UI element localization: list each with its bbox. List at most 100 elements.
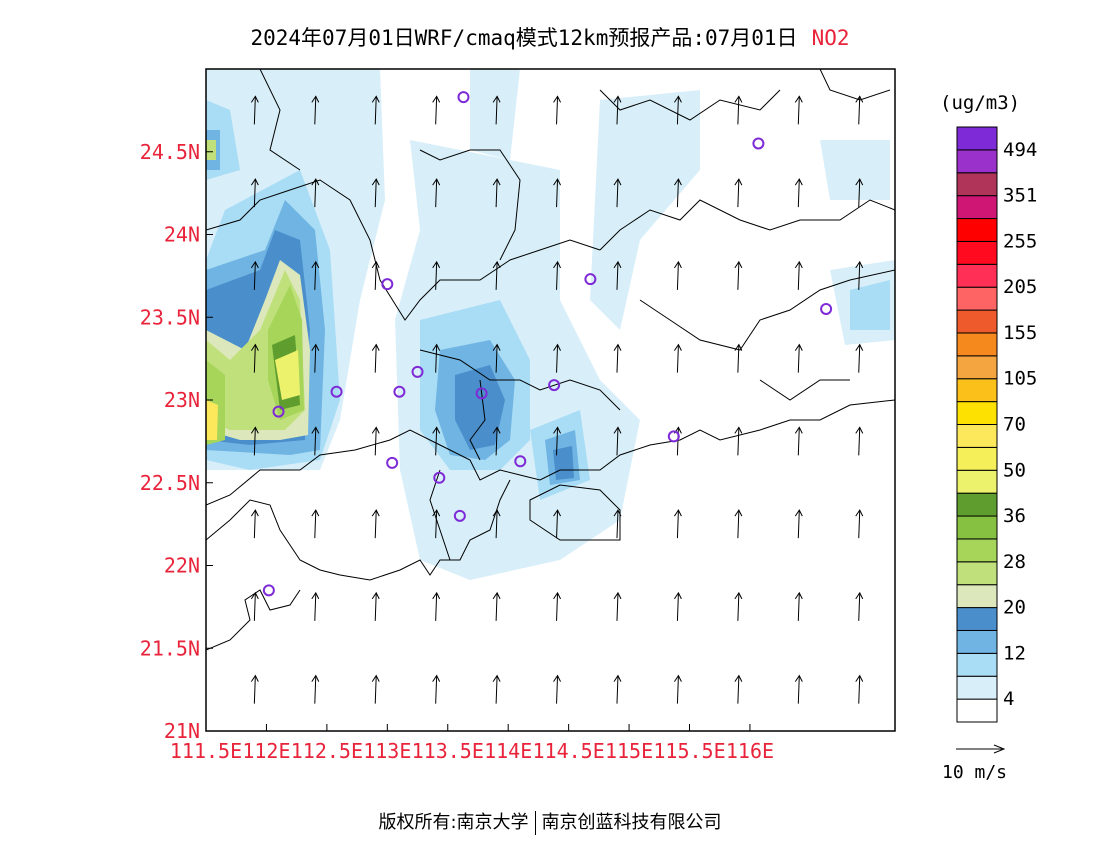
wind-arrow-icon — [613, 509, 622, 539]
station-marker — [584, 273, 597, 286]
wind-arrow-icon — [613, 674, 622, 704]
station-marker — [386, 456, 399, 469]
wind-arrow-icon — [794, 260, 803, 290]
wind-arrow-icon — [553, 509, 561, 539]
station-marker — [548, 379, 561, 392]
wind-arrow-icon — [432, 343, 441, 373]
wind-arrow-icon — [674, 260, 682, 290]
wind-arrow-icon — [613, 260, 622, 290]
station-marker — [457, 91, 470, 104]
wind-arrow-icon — [492, 343, 501, 373]
wind-arrow-icon — [794, 426, 803, 456]
wind-arrow-icon — [250, 509, 259, 539]
wind-arrow-icon — [855, 509, 864, 539]
wind-arrow-icon — [855, 178, 864, 208]
wind-arrow-icon — [250, 178, 259, 208]
reference-vector-label: 10 m/s — [942, 762, 1008, 783]
lat-tick-label: 22N — [164, 554, 200, 578]
wind-arrow-icon — [311, 178, 320, 208]
lat-tick-label: 24N — [164, 223, 200, 247]
wind-arrow-icon — [674, 343, 682, 373]
wind-arrow-icon — [432, 95, 441, 125]
lat-tick-label: 23.5N — [140, 305, 200, 329]
wind-arrow-icon — [432, 674, 441, 704]
wind-arrow-icon — [553, 343, 561, 373]
station-marker — [262, 584, 275, 597]
wind-arrow-icon — [432, 178, 441, 208]
wind-arrow-icon — [250, 260, 259, 290]
wind-arrow-icon — [250, 674, 259, 704]
wind-arrow-icon — [432, 509, 441, 539]
lon-tick-label: 111.5E — [170, 739, 242, 763]
wind-arrow-icon — [492, 95, 501, 125]
wind-arrow-icon — [311, 260, 320, 290]
wind-arrow-icon — [250, 95, 259, 125]
wind-arrow-icon — [492, 509, 501, 539]
lon-tick-label: 115.5E — [653, 739, 725, 763]
wind-arrow-icon — [855, 343, 864, 373]
station-marker — [453, 509, 466, 522]
map-title: 2024年07月01日WRF/cmaq模式12km预报产品:07月01日 NO2 — [0, 22, 1100, 52]
wind-arrow-icon — [855, 95, 864, 125]
lat-tick-label: 23N — [164, 388, 200, 412]
lat-tick-label: 21N — [164, 719, 200, 743]
wind-arrow-icon — [855, 591, 864, 621]
pollutant-label: NO2 — [811, 26, 850, 50]
lon-tick-label: 112E — [242, 739, 290, 763]
wind-arrow-icon — [492, 426, 501, 456]
wind-arrow-icon — [371, 178, 380, 208]
copyright-right: 南京创蓝科技有限公司 — [541, 812, 722, 833]
wind-arrow-icon — [674, 674, 682, 704]
station-marker — [393, 385, 406, 398]
wind-arrow-icon — [613, 343, 622, 373]
wind-arrow-icon — [734, 260, 743, 290]
wind-arrow-icon — [371, 674, 380, 704]
wind-arrow-icon — [674, 591, 682, 621]
lon-tick-label: 114E — [484, 739, 532, 763]
coastline-and-borders — [206, 69, 895, 651]
station-marker — [667, 430, 680, 443]
wind-arrow-icon — [553, 260, 561, 290]
wind-arrow-icon — [794, 591, 803, 621]
wind-arrow-icon — [613, 426, 622, 456]
station-marker — [411, 365, 424, 378]
wind-arrow-icon — [794, 95, 803, 125]
station-marker — [272, 405, 285, 418]
wind-arrow-icon — [371, 591, 380, 621]
wind-arrow-icon — [250, 426, 259, 456]
station-marker — [752, 137, 765, 150]
latitude-axis: 21N 21.5N 22N 22.5N 23N 23.5N 24N 24.5N — [140, 140, 213, 743]
wind-arrow-icon — [855, 426, 864, 456]
wind-arrow-icon — [371, 343, 380, 373]
title-text: 2024年07月01日WRF/cmaq模式12km预报产品:07月01日 — [250, 26, 798, 50]
wind-arrow-icon — [311, 95, 320, 125]
lat-tick-label: 22.5N — [140, 471, 200, 495]
lat-tick-label: 24.5N — [140, 140, 200, 164]
wind-arrow-icon — [855, 674, 864, 704]
wind-arrow-icon — [613, 95, 622, 125]
wind-arrow-icon — [794, 674, 803, 704]
wind-arrow-icon — [311, 343, 320, 373]
wind-arrow-icon — [794, 178, 803, 208]
wind-arrow-icon — [432, 260, 441, 290]
wind-arrow-icon — [250, 591, 259, 621]
lon-tick-label: 115E — [605, 739, 653, 763]
wind-arrow-icon — [432, 591, 441, 621]
wind-arrow-icon — [674, 95, 682, 125]
wind-arrow-icon — [371, 260, 380, 290]
wind-arrow-icon — [734, 591, 743, 621]
wind-arrow-icon — [371, 509, 380, 539]
wind-arrow-icon — [492, 591, 501, 621]
wind-arrow-icon — [734, 95, 743, 125]
lon-tick-label: 113.5E — [412, 739, 484, 763]
longitude-axis: 111.5E 112E 112.5E 113E 113.5E 114E 114.5E 115E… — [170, 724, 774, 763]
wind-arrow-icon — [734, 674, 743, 704]
wind-arrow-icon — [311, 674, 320, 704]
wind-arrow-icon — [734, 343, 743, 373]
wind-arrow-icon — [613, 591, 622, 621]
wind-arrow-icon — [674, 178, 682, 208]
lon-tick-label: 112.5E — [291, 739, 363, 763]
no2-shading — [206, 69, 895, 580]
wind-arrow-icon — [613, 178, 622, 208]
